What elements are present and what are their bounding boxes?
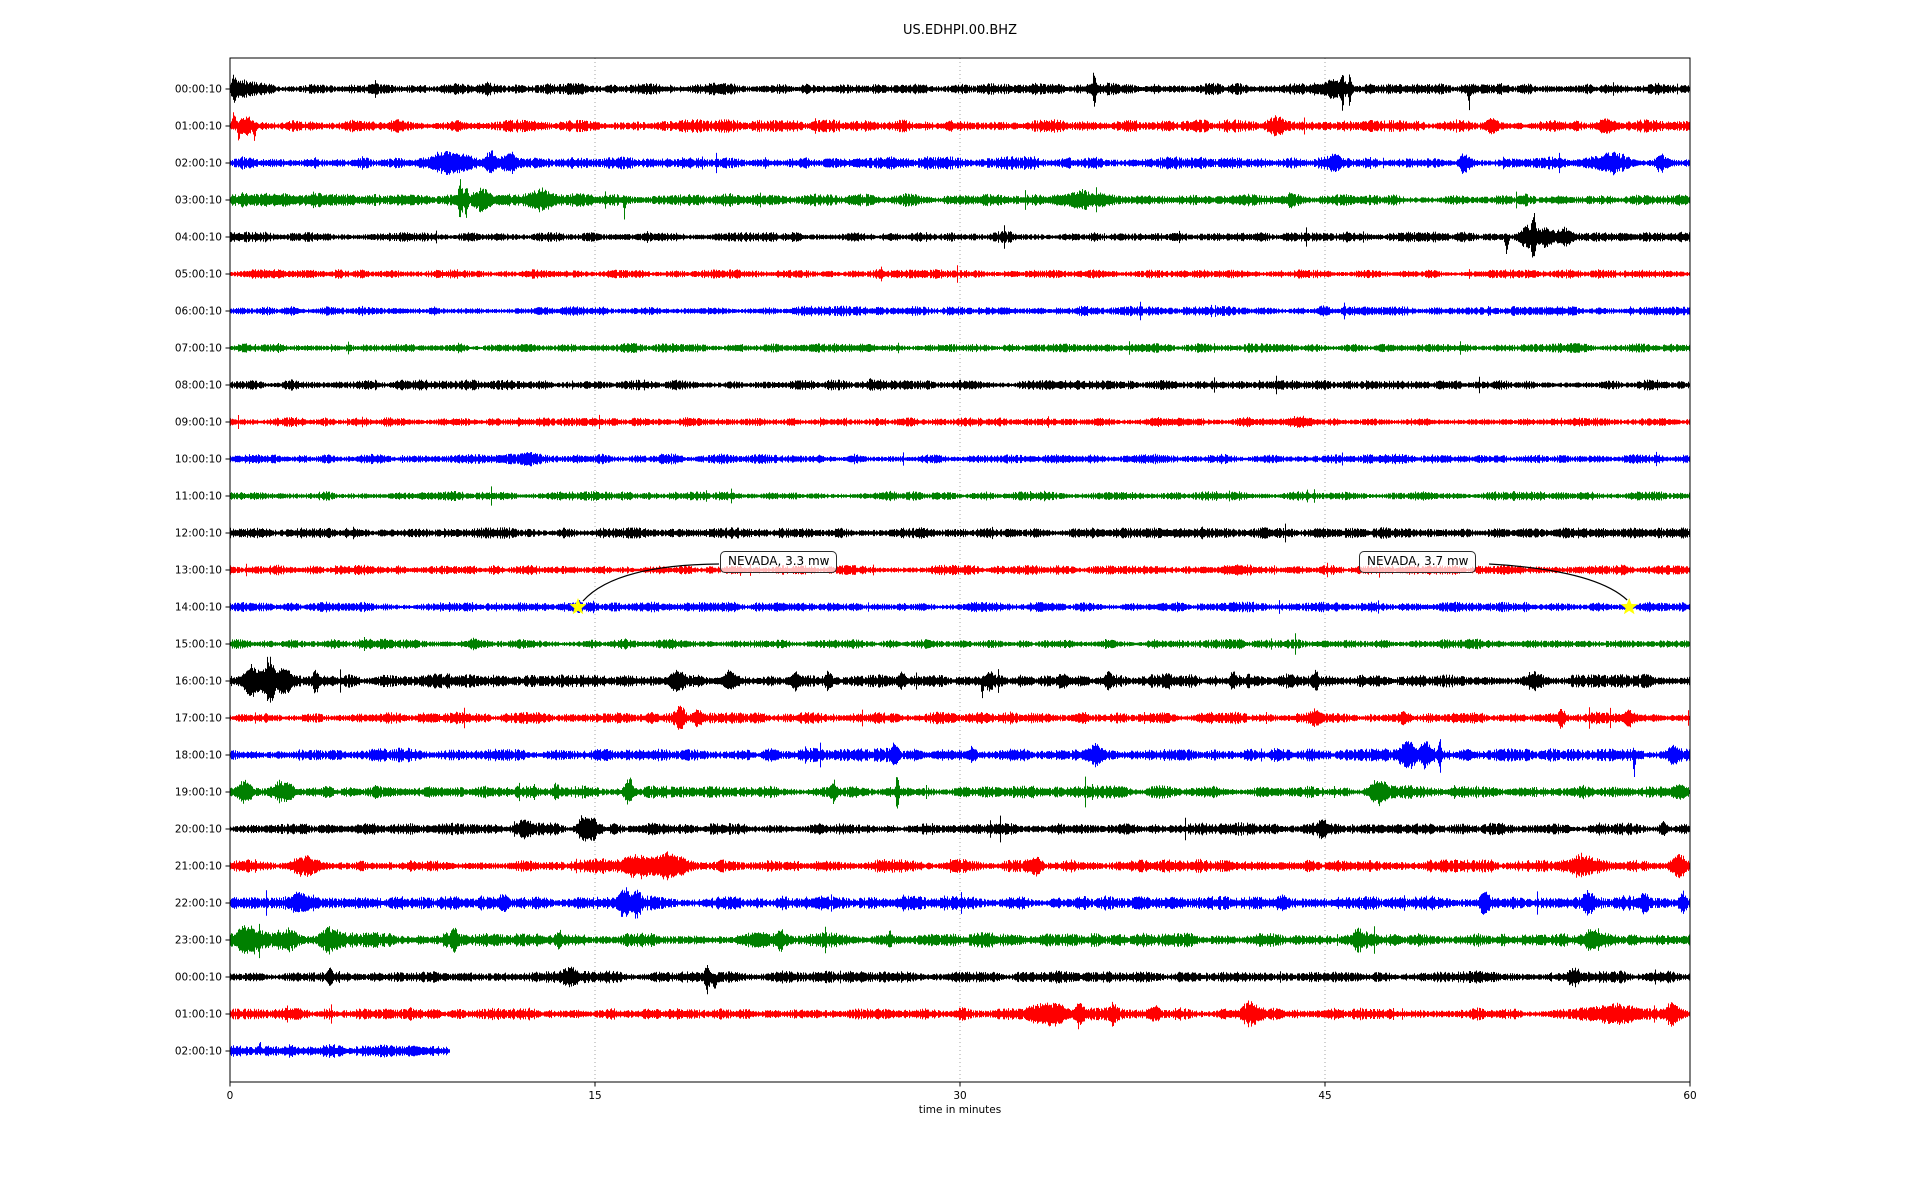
trace-row-22-22:00:10 (230, 887, 1690, 919)
row-label-22: 22:00:10 (175, 898, 222, 910)
x-axis-label: time in minutes (918, 1104, 1002, 1116)
row-label-17: 17:00:10 (175, 713, 222, 725)
row-label-20: 20:00:10 (175, 824, 222, 836)
event-annotation-nevada-3-3: NEVADA, 3.3 mw (720, 551, 838, 573)
event-annotation-nevada-3-7: NEVADA, 3.7 mw (1359, 551, 1477, 573)
trace-row-21-21:00:10 (230, 851, 1690, 881)
row-label-23: 23:00:10 (175, 935, 222, 947)
trace-row-6-06:00:10 (230, 301, 1690, 321)
row-label-7: 07:00:10 (175, 343, 222, 355)
row-label-9: 09:00:10 (175, 417, 222, 429)
row-label-21: 21:00:10 (175, 861, 222, 873)
event-annotation-label: NEVADA, 3.3 mw (728, 554, 830, 568)
trace-row-3-03:00:10 (230, 179, 1690, 220)
row-label-14: 14:00:10 (175, 602, 222, 614)
row-label-10: 10:00:10 (175, 454, 222, 466)
row-label-26: 02:00:10 (175, 1046, 222, 1058)
row-label-11: 11:00:10 (175, 491, 222, 503)
trace-row-26-02:00:10 (230, 1042, 450, 1058)
trace-row-15-15:00:10 (230, 633, 1690, 655)
trace-row-18-18:00:10 (230, 739, 1690, 777)
row-label-12: 12:00:10 (175, 528, 222, 540)
x-tick-label-30: 30 (953, 1090, 966, 1102)
chart-title: US.EDHPI.00.BHZ (903, 23, 1017, 38)
trace-row-7-07:00:10 (230, 341, 1690, 355)
row-label-1: 01:00:10 (175, 121, 222, 133)
row-label-19: 19:00:10 (175, 787, 222, 799)
x-tick-label-15: 15 (588, 1090, 601, 1102)
trace-row-19-19:00:10 (230, 776, 1690, 809)
x-tick-label-0: 0 (227, 1090, 234, 1102)
row-label-8: 08:00:10 (175, 380, 222, 392)
trace-row-1-01:00:10 (230, 112, 1690, 141)
trace-row-24-00:00:10 (230, 965, 1690, 995)
trace-row-25-01:00:10 (230, 1000, 1690, 1030)
event-annotation-label: NEVADA, 3.7 mw (1367, 554, 1469, 568)
trace-row-23-23:00:10 (230, 923, 1690, 959)
x-tick-label-60: 60 (1683, 1090, 1696, 1102)
event-star-marker-1 (1620, 598, 1638, 615)
x-tick-label-45: 45 (1318, 1090, 1331, 1102)
row-label-25: 01:00:10 (175, 1009, 222, 1021)
row-label-18: 18:00:10 (175, 750, 222, 762)
annotation-leader-0 (582, 563, 720, 602)
annotation-leader-1 (1488, 563, 1628, 601)
trace-row-16-16:00:10 (230, 656, 1690, 703)
row-label-16: 16:00:10 (175, 676, 222, 688)
row-label-6: 06:00:10 (175, 306, 222, 318)
row-label-5: 05:00:10 (175, 269, 222, 281)
row-label-4: 04:00:10 (175, 232, 222, 244)
row-label-24: 00:00:10 (175, 972, 222, 984)
trace-row-5-05:00:10 (230, 265, 1690, 283)
row-label-2: 02:00:10 (175, 158, 222, 170)
row-label-3: 03:00:10 (175, 195, 222, 207)
row-label-13: 13:00:10 (175, 565, 222, 577)
row-label-15: 15:00:10 (175, 639, 222, 651)
row-label-0: 00:00:10 (175, 84, 222, 96)
event-star-marker-0 (569, 598, 587, 615)
